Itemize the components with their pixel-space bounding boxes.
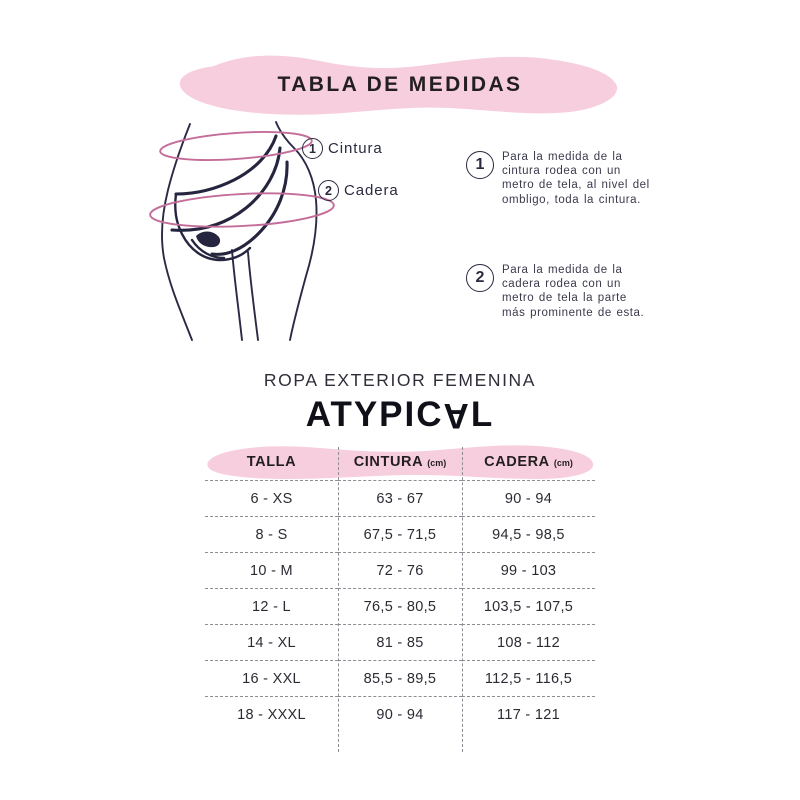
cell-cadera: 94,5 - 98,5 [462,516,595,553]
page-title: TABLA DE MEDIDAS [277,73,523,96]
size-table-body: 6 - XS 63 - 67 90 - 94 8 - S 67,5 - 71,5… [205,480,595,733]
cell-cadera: 90 - 94 [462,480,595,517]
cell-cadera: 108 - 112 [462,624,595,661]
column-header-cintura-label: CINTURA [353,454,423,470]
callout-badge-1: 1 [302,138,323,159]
column-header-cadera-label: CADERA [484,454,550,470]
cell-talla: 18 - XXXL [237,706,306,723]
brand-name-flipped-a: A [443,396,471,435]
callout-badge-2: 2 [318,180,339,201]
callout-label-cintura: Cintura [328,140,383,157]
table-row: 6 - XS 63 - 67 90 - 94 [205,480,595,517]
cell-talla: 10 - M [205,552,338,589]
cell-cintura: 81 - 85 [338,624,462,661]
size-table-wrapper: TALLA CINTURA (cm) CADERA (cm) 6 - XS 63… [205,444,595,752]
instruction-badge-1: 1 [466,151,494,179]
instruction-text-1: Para la medida de la cintura rodea con u… [502,151,650,206]
callout-label-cadera: Cadera [344,182,399,199]
instruction-text-2: Para la medida de la cadera rodea con un… [502,264,645,319]
cell-talla: 16 - XXL [205,660,338,697]
brand-name: ATYPICAL [0,395,800,435]
brand-subtitle: ROPA EXTERIOR FEMENINA [263,370,537,390]
header-banner: TABLA DE MEDIDAS [178,54,622,116]
diagram-label-cadera: 2 Cadera [318,180,399,201]
table-row: 12 - L 76,5 - 80,5 103,5 - 107,5 [205,588,595,625]
instruction-badge-2: 2 [466,264,494,292]
instruction-block-1: 1 Para la medida de la cintura rodea con… [466,150,652,207]
table-row: 8 - S 67,5 - 71,5 94,5 - 98,5 [205,516,595,553]
column-header-talla-label: TALLA [246,454,297,470]
diagram-label-cintura: 1 Cintura [302,138,383,159]
cell-cintura: 90 - 94 [376,706,424,723]
table-row: 18 - XXXL 90 - 94 117 - 121 [205,697,595,733]
column-header-cadera: CADERA (cm) [462,444,595,481]
cell-talla: 12 - L [205,588,338,625]
brand-name-part1: ATYPIC [305,395,444,434]
size-table-head: TALLA CINTURA (cm) CADERA (cm) [205,444,595,481]
table-column-divider-1 [338,447,339,752]
cell-cintura: 72 - 76 [338,552,462,589]
cell-cintura: 76,5 - 80,5 [338,588,462,625]
cell-talla: 6 - XS [205,480,338,517]
cell-cintura: 67,5 - 71,5 [338,516,462,553]
size-table: TALLA CINTURA (cm) CADERA (cm) 6 - XS 63… [205,444,595,732]
table-row: 10 - M 72 - 76 99 - 103 [205,552,595,589]
cell-cintura: 85,5 - 89,5 [338,660,462,697]
banner-blob-shape [179,55,618,115]
cell-talla: 14 - XL [205,624,338,661]
table-header-row: TALLA CINTURA (cm) CADERA (cm) [205,444,595,481]
table-row: 16 - XXL 85,5 - 89,5 112,5 - 116,5 [205,660,595,697]
cell-cadera: 99 - 103 [462,552,595,589]
column-header-talla: TALLA [205,444,338,481]
cell-cadera: 112,5 - 116,5 [462,660,595,697]
column-header-cintura-unit: (cm) [427,458,447,468]
table-row: 14 - XL 81 - 85 108 - 112 [205,624,595,661]
column-header-cadera-unit: (cm) [553,458,573,468]
cell-cintura: 63 - 67 [338,480,462,517]
cell-cadera: 117 - 121 [497,706,560,723]
cell-cadera: 103,5 - 107,5 [462,588,595,625]
table-column-divider-2 [462,447,463,752]
brand-name-part2: L [470,395,495,434]
hip-measure-ellipse [149,192,335,228]
cell-talla: 8 - S [205,516,338,553]
column-header-cintura: CINTURA (cm) [338,444,462,481]
instruction-block-2: 2 Para la medida de la cadera rodea con … [466,263,652,320]
